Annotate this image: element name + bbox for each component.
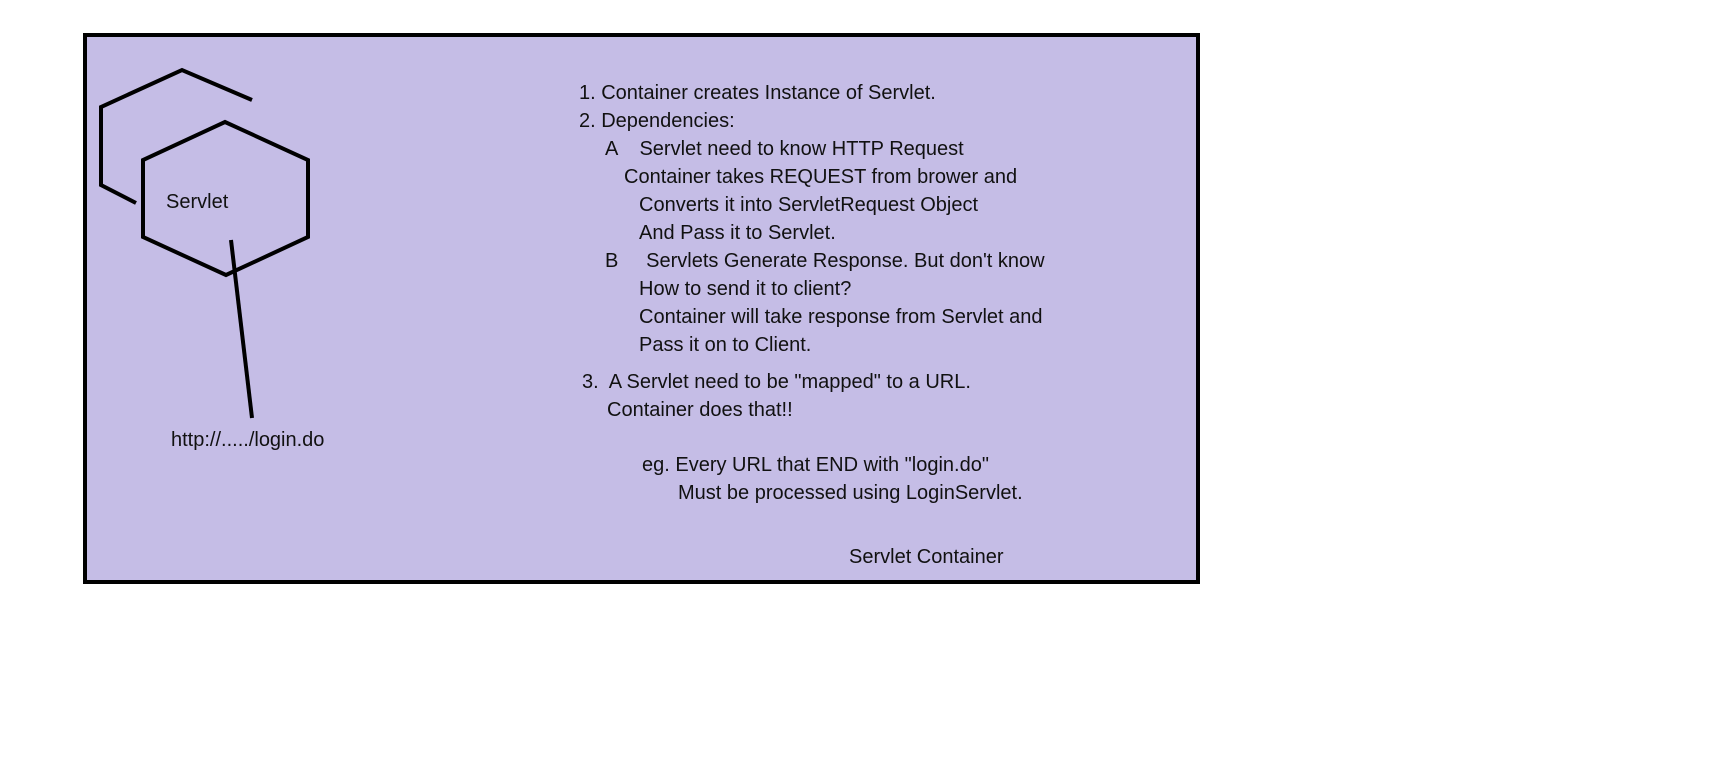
note-line: How to send it to client? xyxy=(639,278,852,300)
note-line: 3. A Servlet need to be "mapped" to a UR… xyxy=(582,371,971,393)
note-line: Converts it into ServletRequest Object xyxy=(639,194,979,216)
note-line: Container takes REQUEST from brower and xyxy=(624,166,1018,188)
note-line: Pass it on to Client. xyxy=(639,334,812,356)
back-servlet-hexagon xyxy=(99,67,253,205)
note-line: B Servlets Generate Response. But don't … xyxy=(605,250,1045,272)
servlet-container-label: Servlet Container xyxy=(849,546,1004,568)
servlet-container-box xyxy=(83,33,1200,584)
url-label: http://...../login.do xyxy=(171,429,325,451)
note-line: Container does that!! xyxy=(607,399,793,421)
note-line: Container will take response from Servle… xyxy=(639,306,1043,328)
url-mapping-line xyxy=(229,239,254,419)
note-line: 2. Dependencies: xyxy=(579,110,735,132)
note-line: And Pass it to Servlet. xyxy=(639,222,836,244)
servlet-hexagon xyxy=(141,119,310,278)
note-line: A Servlet need to know HTTP Request xyxy=(605,138,964,160)
note-line: eg. Every URL that END with "login.do" xyxy=(642,454,989,476)
servlet-label: Servlet xyxy=(166,191,229,213)
note-line: Must be processed using LoginServlet. xyxy=(678,482,1023,504)
note-line: 1. Container creates Instance of Servlet… xyxy=(579,82,936,104)
